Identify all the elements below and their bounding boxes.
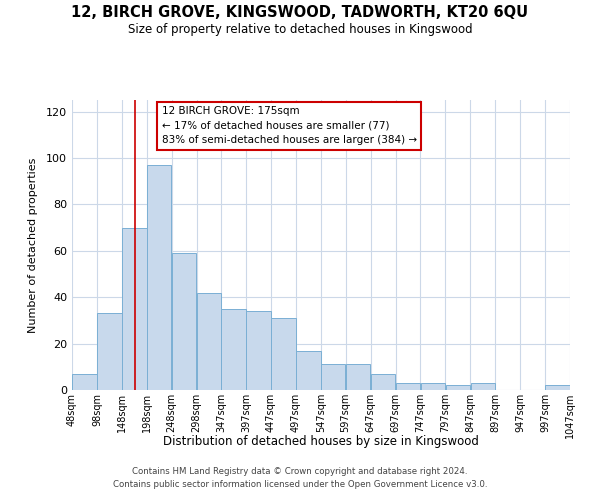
- Bar: [470, 383, 495, 390]
- Bar: [346, 364, 370, 390]
- Bar: [446, 386, 470, 390]
- Bar: [122, 228, 146, 390]
- Text: Contains HM Land Registry data © Crown copyright and database right 2024.: Contains HM Land Registry data © Crown c…: [132, 468, 468, 476]
- Bar: [246, 311, 271, 390]
- Bar: [396, 383, 420, 390]
- Bar: [371, 374, 395, 390]
- Text: Contains public sector information licensed under the Open Government Licence v3: Contains public sector information licen…: [113, 480, 487, 489]
- Bar: [271, 318, 296, 390]
- Bar: [97, 314, 122, 390]
- Bar: [421, 383, 445, 390]
- Bar: [545, 386, 570, 390]
- Bar: [72, 374, 97, 390]
- Bar: [197, 292, 221, 390]
- Bar: [296, 350, 320, 390]
- Text: 12, BIRCH GROVE, KINGSWOOD, TADWORTH, KT20 6QU: 12, BIRCH GROVE, KINGSWOOD, TADWORTH, KT…: [71, 5, 529, 20]
- Bar: [172, 253, 196, 390]
- Text: Distribution of detached houses by size in Kingswood: Distribution of detached houses by size …: [163, 435, 479, 448]
- Text: Size of property relative to detached houses in Kingswood: Size of property relative to detached ho…: [128, 22, 472, 36]
- Y-axis label: Number of detached properties: Number of detached properties: [28, 158, 38, 332]
- Text: 12 BIRCH GROVE: 175sqm
← 17% of detached houses are smaller (77)
83% of semi-det: 12 BIRCH GROVE: 175sqm ← 17% of detached…: [161, 106, 417, 146]
- Bar: [147, 165, 172, 390]
- Bar: [321, 364, 346, 390]
- Bar: [221, 309, 246, 390]
